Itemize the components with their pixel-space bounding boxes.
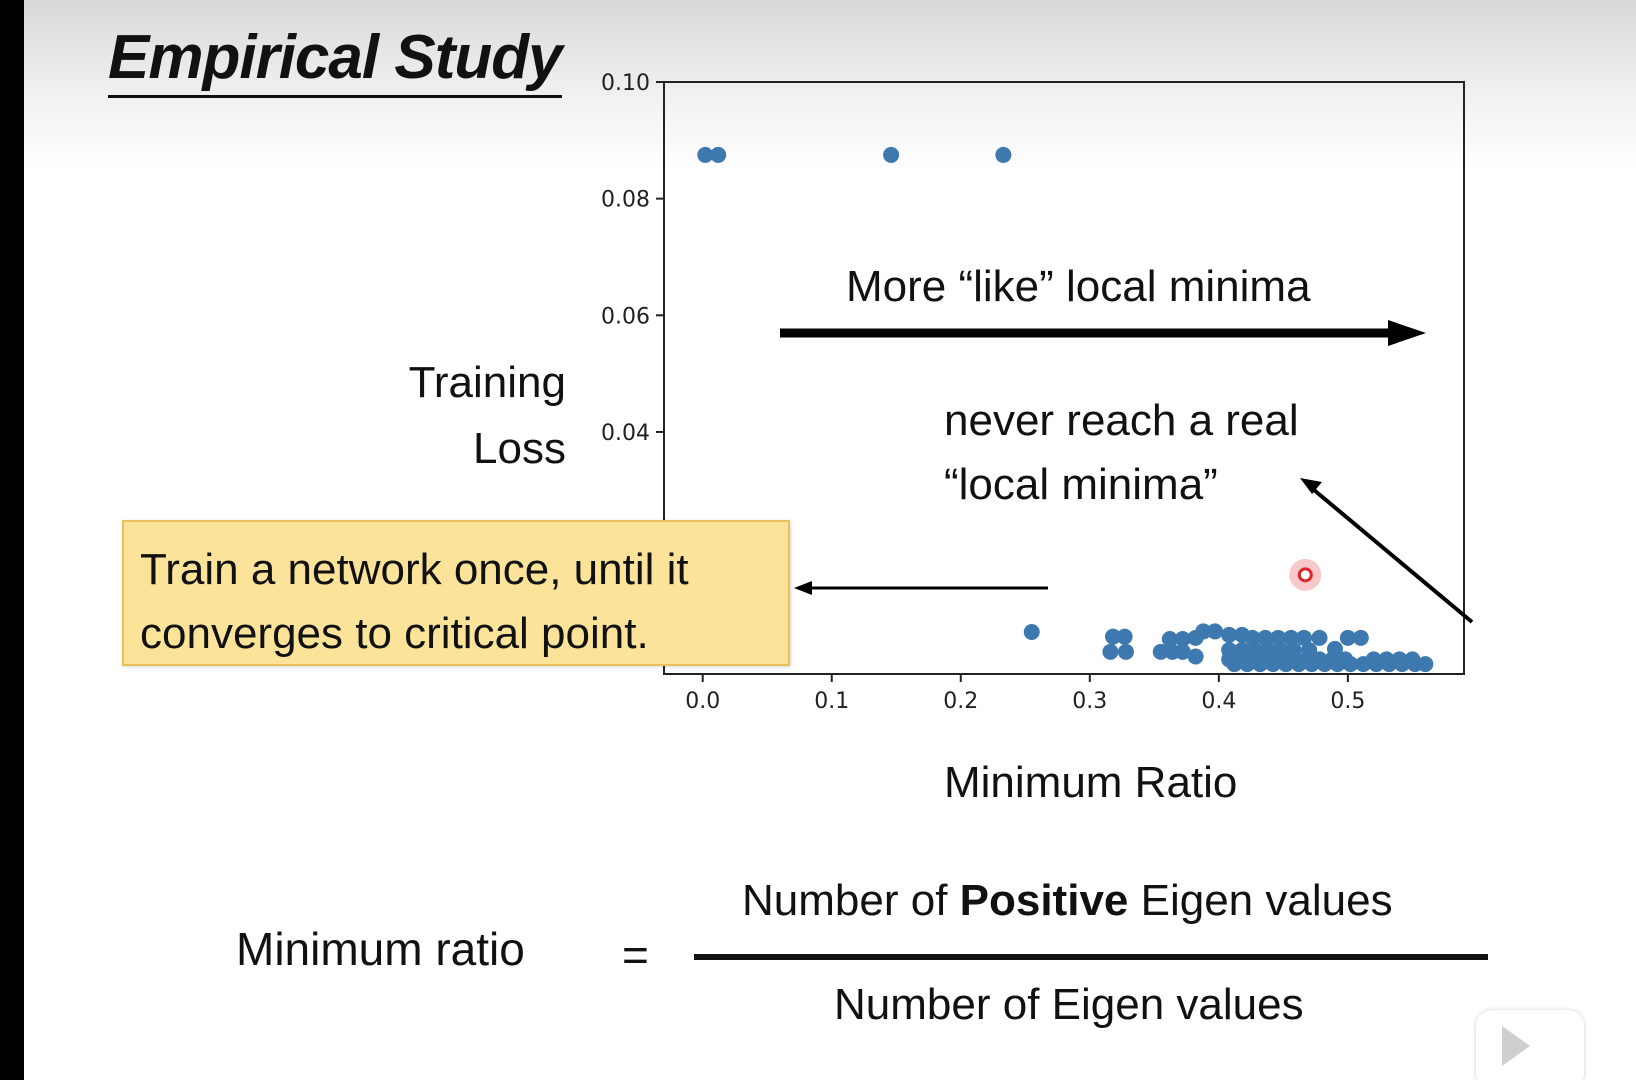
x-axis: 0.0 0.1 0.2 0.3 0.4 0.5 <box>685 674 1365 714</box>
data-point <box>1226 656 1243 673</box>
data-point <box>1391 651 1408 668</box>
callout-arrow <box>794 581 1048 595</box>
data-point <box>697 146 714 163</box>
formula-denominator: Number of Eigen values <box>834 980 1304 1029</box>
data-point <box>1221 626 1238 643</box>
y-axis-label-line2: Loss <box>473 424 566 473</box>
fraction-bar <box>694 954 1488 960</box>
data-point <box>1174 643 1191 660</box>
never-reach-line1: never reach a real <box>944 396 1299 445</box>
y-tick-label: 0.06 <box>601 304 650 329</box>
data-point <box>1417 656 1434 673</box>
data-point <box>1339 629 1356 646</box>
data-point <box>1187 648 1204 665</box>
more-local-minima-arrow <box>780 320 1426 346</box>
data-point <box>1296 629 1312 646</box>
plot-frame <box>663 81 1465 675</box>
data-point <box>1290 656 1307 673</box>
formula-numerator: Number of Positive Eigen values <box>742 876 1393 926</box>
data-point <box>1244 629 1261 646</box>
numerator-bold: Positive <box>959 876 1129 925</box>
never-reach-arrow <box>1300 478 1474 624</box>
data-point <box>1311 629 1328 646</box>
x-tick-label: 0.1 <box>814 689 849 714</box>
data-point <box>995 146 1012 163</box>
callout-line1: Train a network once, until it <box>140 545 689 594</box>
never-reach-line2: “local minima” <box>944 460 1218 509</box>
data-point <box>1329 656 1346 673</box>
data-point <box>1195 623 1212 640</box>
data-point <box>1265 656 1282 673</box>
y-axis: 0.100.080.060.040.02 <box>601 71 664 563</box>
more-local-minima-label: More “like” local minima <box>846 262 1311 311</box>
data-point <box>1239 656 1256 673</box>
data-point <box>1206 623 1223 640</box>
scatter-chart: 0.00.10.20.30.40.5 0.100.080.060.040.02 <box>601 71 1474 714</box>
y-axis-label-line1: Training <box>408 358 566 407</box>
data-point <box>1404 651 1421 668</box>
y-tick-label: 0.08 <box>601 188 650 213</box>
data-point <box>1277 656 1294 673</box>
data-point <box>1342 656 1359 673</box>
cursor-highlight-point <box>1297 567 1313 583</box>
data-point <box>1316 656 1333 673</box>
numerator-pre: Number of <box>742 876 960 925</box>
data-point <box>1257 629 1274 646</box>
formula-lhs: Minimum ratio <box>236 923 525 975</box>
x-tick-label: 0.2 <box>943 689 978 714</box>
data-point <box>1116 628 1133 645</box>
data-points <box>697 146 1434 673</box>
data-point <box>1352 629 1369 646</box>
x-tick-label: 0.4 <box>1201 689 1236 714</box>
y-tick-label: 0.10 <box>601 71 650 96</box>
data-point <box>1365 651 1382 668</box>
data-point <box>710 146 727 163</box>
x-tick-label: 0.0 <box>685 689 720 714</box>
data-point <box>1326 640 1343 657</box>
data-point <box>1117 643 1134 660</box>
y-tick-label: 0.04 <box>601 421 650 446</box>
data-point <box>1303 656 1320 673</box>
slide-title: Empirical Study <box>108 22 563 98</box>
data-point <box>1023 624 1040 641</box>
data-point <box>1152 643 1169 660</box>
callout-box: Train a network once, until it converges… <box>122 520 790 666</box>
slide: Empirical Study 0.0 0.1 0.2 0.3 0.4 0.5 0.10 0… <box>24 0 1636 1080</box>
x-tick-label: 0.5 <box>1330 689 1365 714</box>
data-point <box>1174 631 1191 648</box>
data-point <box>1252 656 1269 673</box>
data-point <box>1283 629 1300 646</box>
video-watermark <box>1476 1010 1584 1080</box>
data-point <box>1270 629 1287 646</box>
numerator-post: Eigen values <box>1128 876 1393 925</box>
formula-equals: = <box>622 929 649 981</box>
data-point <box>1378 651 1395 668</box>
x-axis-label: Minimum Ratio <box>944 758 1238 807</box>
y-axis-label: Training Loss <box>409 350 566 482</box>
callout-line2: converges to critical point. <box>140 609 649 658</box>
data-point <box>1105 628 1122 645</box>
x-tick-label: 0.3 <box>1072 689 1107 714</box>
play-icon <box>1502 1026 1530 1066</box>
data-point <box>1161 631 1178 648</box>
data-point <box>883 146 900 163</box>
data-point <box>1102 643 1119 660</box>
